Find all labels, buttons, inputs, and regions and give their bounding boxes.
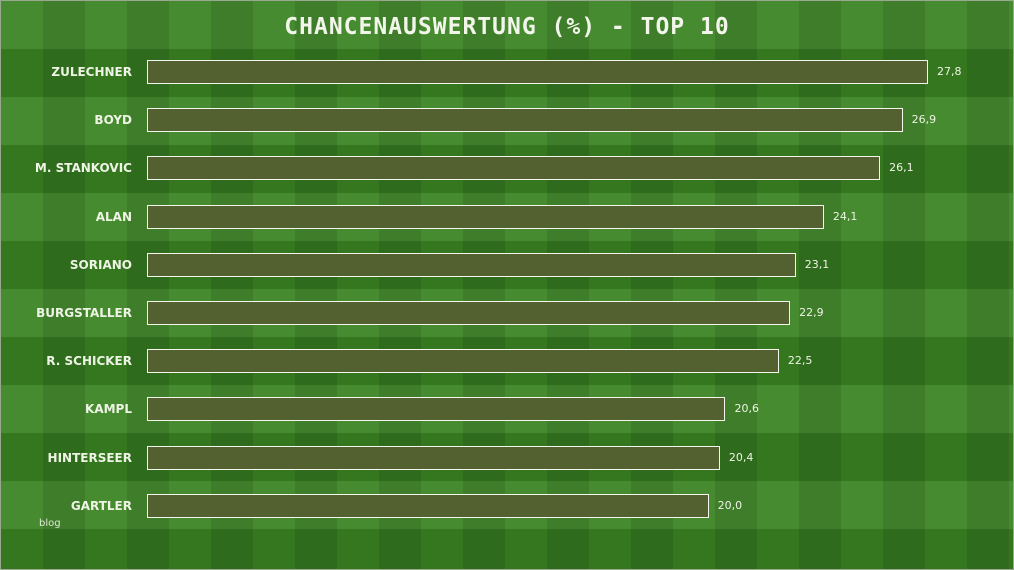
- chart-title: CHANCENAUSWERTUNG (%) - TOP 10: [284, 14, 730, 40]
- bar: [147, 493, 709, 518]
- category-label: KAMPL: [85, 402, 132, 417]
- value-label: 27,8: [937, 65, 962, 78]
- bar: [147, 204, 824, 229]
- bar: [147, 156, 881, 181]
- value-label: 20,6: [734, 402, 759, 416]
- value-label: 24,1: [832, 209, 858, 223]
- bar: [147, 108, 903, 133]
- value-label: 23,1: [804, 257, 830, 271]
- category-label: BOYD: [94, 113, 132, 128]
- bar: [147, 349, 779, 374]
- bar: [147, 445, 720, 470]
- value-label: 22,9: [799, 306, 824, 319]
- category-label: HINTERSEER: [47, 450, 132, 465]
- category-label: M. STANKOVIC: [34, 161, 132, 176]
- value-label: 26,1: [889, 161, 914, 175]
- value-label: 20,4: [728, 450, 754, 464]
- value-label: 20,0: [717, 498, 743, 512]
- category-label: BURGSTALLER: [36, 306, 132, 320]
- value-label: 22,5: [787, 354, 813, 368]
- value-label: 26,9: [911, 113, 937, 127]
- bar: [147, 301, 791, 325]
- bar: [147, 252, 796, 277]
- bar: [147, 397, 726, 422]
- category-label: ALAN: [95, 209, 132, 224]
- category-label: R. SCHICKER: [46, 354, 132, 369]
- category-label: ZULECHNER: [51, 65, 132, 79]
- watermark-text: blog: [39, 518, 61, 529]
- category-label: SORIANO: [69, 257, 132, 272]
- bar: [147, 60, 928, 84]
- category-label: GARTLER: [70, 498, 132, 513]
